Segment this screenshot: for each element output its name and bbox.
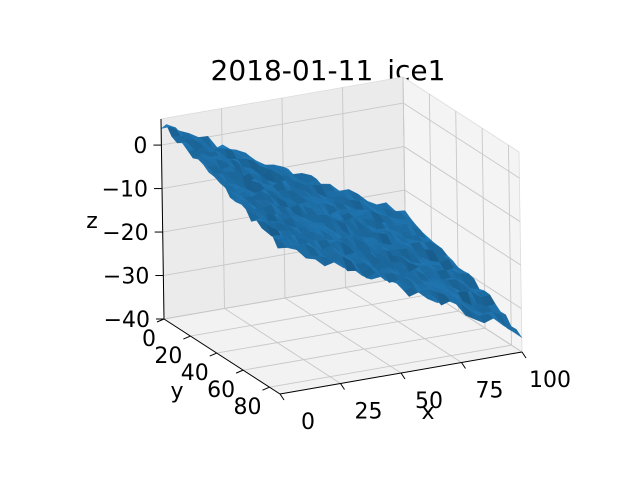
y-tick-label: 20 [154,344,182,369]
x-tick-label: 25 [355,400,383,425]
y-tick-mark [183,335,191,340]
grid-y-floor [243,327,486,371]
z-tick-label: −10 [102,178,148,203]
grid-x-floor [345,287,462,363]
y-tick-label: 0 [142,327,156,352]
x-tick-mark [461,362,466,369]
surface-plot [160,124,522,338]
x-tick-mark [279,393,285,401]
y-axis-label: y [170,379,183,404]
y-tick-label: 60 [207,378,235,403]
x-tick-label: 75 [476,379,504,404]
z-axis-line [160,118,165,320]
surface-face [395,210,411,219]
grid-x-floor [224,308,341,384]
x-tick-mark [521,351,527,359]
x-tick-mark [340,383,345,390]
grid-y-floor [190,293,433,337]
y-axis-line [163,318,281,395]
z-tick-label: −40 [104,308,150,333]
x-axis-label: x [421,400,434,425]
grid-z-back [163,276,407,320]
z-tick-label: −30 [103,265,149,290]
grid-z-side [403,102,520,179]
y-tick-mark [209,352,217,357]
grid-x-floor [284,297,402,374]
y-tick-mark [235,369,244,374]
y-tick-label: 80 [233,395,261,420]
x-tick-label: 0 [301,410,315,435]
z-axis-label: z [86,209,98,234]
grid-y-floor [269,344,512,388]
x-tick-mark [400,372,406,380]
y-tick-label: 40 [181,361,209,386]
z-tick-label: 0 [133,134,147,159]
grid-x-back [221,108,225,309]
grid-z-side [403,146,521,222]
z-tick-label: −20 [102,221,148,246]
x-tick-label: 50 [415,389,443,414]
y-tick-mark [262,386,270,391]
x-tick-label: 100 [529,368,571,393]
grid-y-floor [216,310,459,354]
grid-y-side [508,145,512,346]
grid-z-side [404,189,521,266]
